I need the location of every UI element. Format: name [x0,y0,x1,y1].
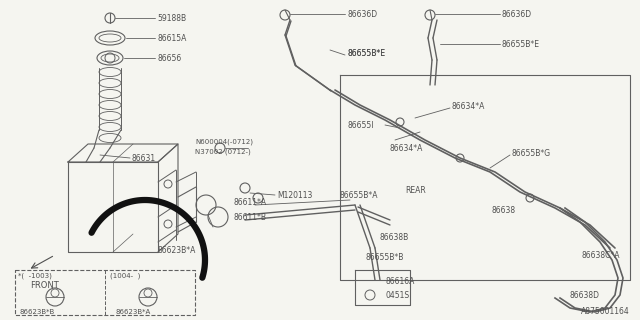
Text: FRONT: FRONT [30,281,59,290]
Text: 59188B: 59188B [157,13,186,22]
Text: 86611*A: 86611*A [233,197,266,206]
Text: 86638C*A: 86638C*A [582,251,621,260]
Text: 86636D: 86636D [347,10,377,19]
Text: 86611*B: 86611*B [233,212,266,221]
Text: *(  -1003): *( -1003) [18,273,52,279]
Text: N600004(-0712): N600004(-0712) [195,139,253,145]
Text: N37002 (0712-): N37002 (0712-) [195,149,251,155]
Text: (1004-  ): (1004- ) [110,273,140,279]
Text: 86655I: 86655I [348,121,374,130]
Text: REAR: REAR [405,186,426,195]
Text: 86634*A: 86634*A [452,101,485,110]
Text: 86655B*G: 86655B*G [512,148,551,157]
Text: 86655B*E: 86655B*E [502,39,540,49]
Text: 86655B*E: 86655B*E [347,49,385,58]
Text: 86636D: 86636D [502,10,532,19]
Text: 86631: 86631 [132,154,156,163]
Text: 86655B*A: 86655B*A [340,190,378,199]
Text: 0451S: 0451S [385,291,409,300]
Text: 86655B*B: 86655B*B [365,253,403,262]
Text: 86623B*A: 86623B*A [115,309,150,315]
Text: 86656: 86656 [157,53,181,62]
Text: A875001164: A875001164 [581,308,630,316]
Text: 86638: 86638 [492,205,516,214]
Text: 86623B*A: 86623B*A [158,245,196,254]
Text: 86655B*E: 86655B*E [347,49,385,58]
Text: 86638D: 86638D [570,291,600,300]
Text: 86616A: 86616A [385,277,414,286]
Text: 86623B*B: 86623B*B [20,309,55,315]
Text: 86634*A: 86634*A [390,143,424,153]
Text: 86638B: 86638B [380,233,409,242]
Text: M120113: M120113 [277,190,312,199]
Text: 86615A: 86615A [157,34,186,43]
